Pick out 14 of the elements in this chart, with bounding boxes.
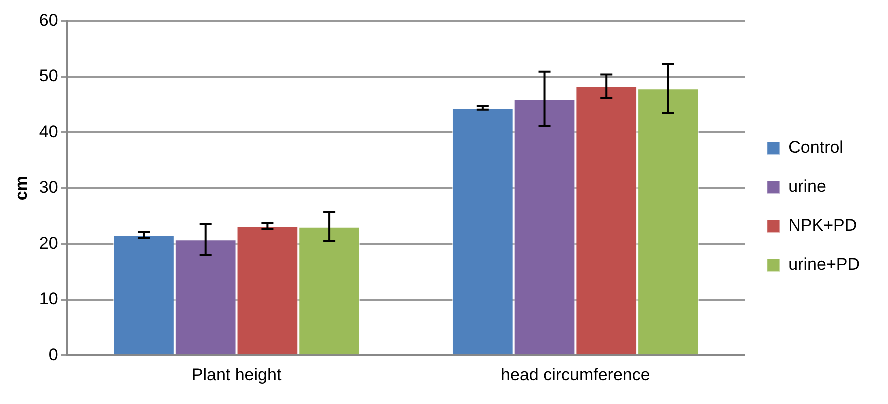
y-tick-label: 0	[48, 345, 58, 364]
y-axis-title: cm	[12, 176, 31, 201]
y-tick-label: 10	[39, 290, 58, 309]
y-tick-label: 30	[39, 178, 58, 198]
y-tick-label: 40	[39, 122, 58, 142]
y-tick-label: 20	[39, 234, 58, 253]
legend-label: Control	[788, 138, 844, 158]
legend-label: NPK+PD	[788, 216, 858, 236]
y-tick-label: 60	[39, 10, 58, 30]
legend-label: urine+PD	[788, 255, 860, 274]
legend-label: urine	[788, 177, 826, 196]
x-tick-label: Plant height	[192, 365, 282, 384]
x-tick-label: head circumference	[501, 365, 650, 384]
y-tick-label: 50	[39, 66, 58, 86]
